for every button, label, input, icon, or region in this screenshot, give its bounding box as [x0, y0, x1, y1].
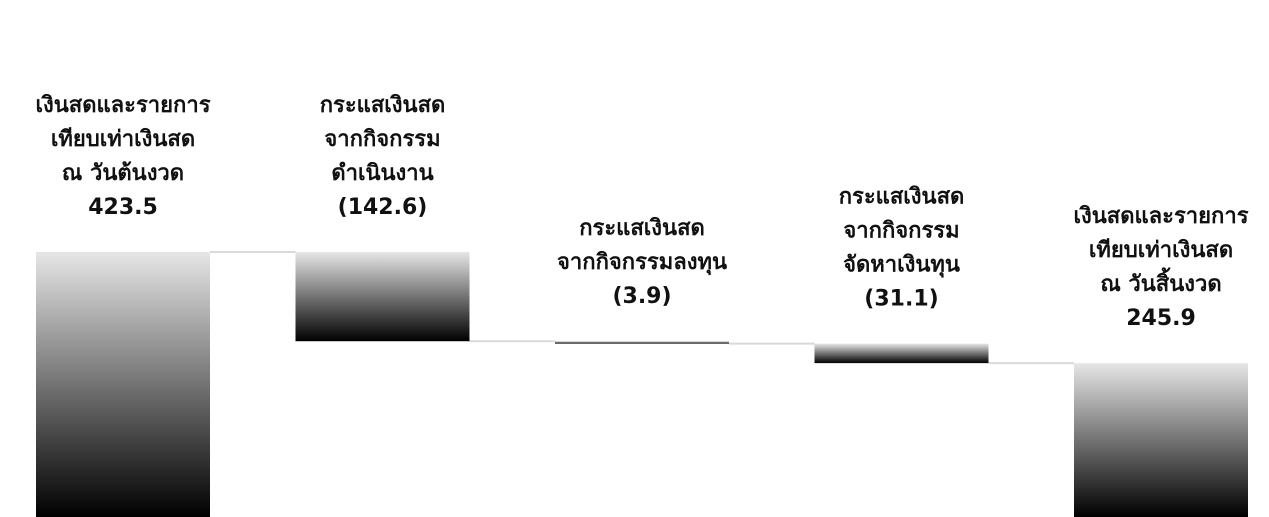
category-label-3-line-2: จากกิจกรรมลงทุน [557, 250, 727, 276]
category-label-4-line-3: จัดหาเงินทุน [843, 253, 960, 279]
category-label-5-line-3: ณ วันสิ้นงวด [1100, 267, 1221, 297]
value-label-2: (142.6) [338, 195, 428, 220]
category-label-3-line-1: กระแสเงินสด [579, 216, 705, 241]
bar-2 [295, 252, 470, 342]
category-label-1-line-1: เงินสดและรายการ [35, 93, 210, 118]
bar-3 [555, 341, 729, 344]
value-label-4: (31.1) [864, 287, 938, 312]
category-label-1-line-2: เทียบเท่าเงินสด [51, 127, 195, 152]
value-label-5: 245.9 [1126, 306, 1196, 331]
bars-group [36, 252, 1248, 517]
bar-1 [36, 252, 210, 517]
category-label-2-line-2: จากกิจกรรม [324, 127, 440, 152]
bar-4 [814, 343, 989, 364]
category-label-1-line-3: ณ วันต้นงวด [62, 161, 184, 186]
category-label-5-line-2: เทียบเท่าเงินสด [1089, 238, 1233, 263]
category-label-4-line-1: กระแสเงินสด [839, 185, 965, 210]
bar-5 [1074, 363, 1248, 517]
value-label-3: (3.9) [612, 284, 671, 309]
category-label-2-line-1: กระแสเงินสด [320, 93, 446, 118]
connector-lines [210, 251, 1074, 365]
category-label-5-line-1: เงินสดและรายการ [1073, 204, 1248, 229]
category-label-2-line-3: ดำเนินงาน [331, 161, 433, 186]
category-label-4-line-2: จากกิจกรรม [843, 219, 959, 244]
value-label-1: 423.5 [88, 195, 158, 220]
